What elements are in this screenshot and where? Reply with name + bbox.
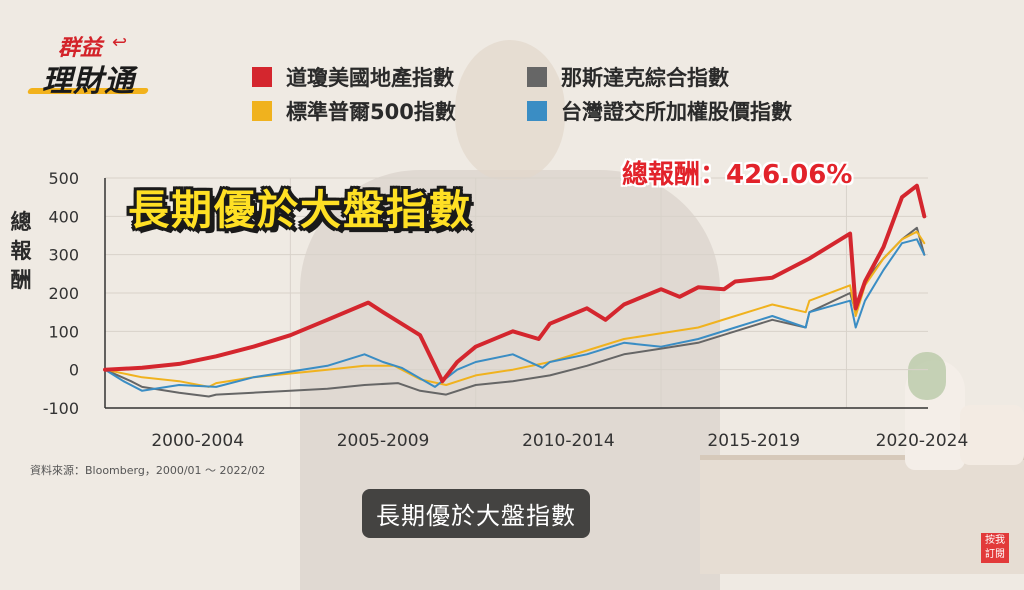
brand-logo: 群益 ↩ 理財通 (26, 30, 158, 100)
y-tick-label: 400 (48, 207, 79, 226)
logo-line1: 群益 (58, 36, 103, 61)
y-tick-label: 300 (48, 246, 79, 265)
video-subtitle: 長期優於大盤指數 (362, 489, 590, 538)
logo-line2: 理財通 (42, 64, 135, 99)
y-tick-label: 200 (48, 284, 79, 303)
legend-item-sp500: 標準普爾500指數 (252, 96, 456, 126)
legend-label-sp500: 標準普爾500指數 (286, 100, 456, 124)
subscribe-button[interactable]: 按我 訂閱 (981, 533, 1009, 563)
legend-swatch-real-estate (252, 67, 272, 87)
legend-swatch-taiex (527, 101, 547, 121)
y-tick-label: 500 (48, 169, 79, 188)
data-source-note: 資料來源：Bloomberg，2000/01 ～ 2022/02 (30, 464, 266, 477)
background-bowl (960, 405, 1024, 465)
legend-label-real-estate: 道瓊美國地產指數 (286, 66, 454, 90)
y-axis-title: 總報酬 (10, 210, 32, 292)
legend-label-taiex: 台灣證交所加權股價指數 (561, 100, 792, 124)
legend-item-real-estate: 道瓊美國地產指數 (252, 62, 454, 92)
y-tick-label: 0 (69, 361, 79, 380)
y-tick-label: -100 (43, 399, 79, 418)
legend-swatch-nasdaq (527, 67, 547, 87)
legend-swatch-sp500 (252, 101, 272, 121)
legend-label-nasdaq: 那斯達克綜合指數 (561, 66, 729, 90)
headline-overlay: 長期優於大盤指數 (128, 186, 472, 234)
total-return-label: 總報酬：426.06% (622, 160, 853, 190)
background-shelf (700, 460, 1024, 574)
background-cactus (908, 352, 946, 400)
x-tick-label: 2015-2019 (707, 431, 800, 451)
logo-arrow-icon: ↩ (112, 32, 128, 53)
legend-item-taiex: 台灣證交所加權股價指數 (527, 96, 792, 126)
y-tick-label: 100 (48, 322, 79, 341)
x-tick-label: 2000-2004 (151, 431, 244, 451)
legend-item-nasdaq: 那斯達克綜合指數 (527, 62, 729, 92)
